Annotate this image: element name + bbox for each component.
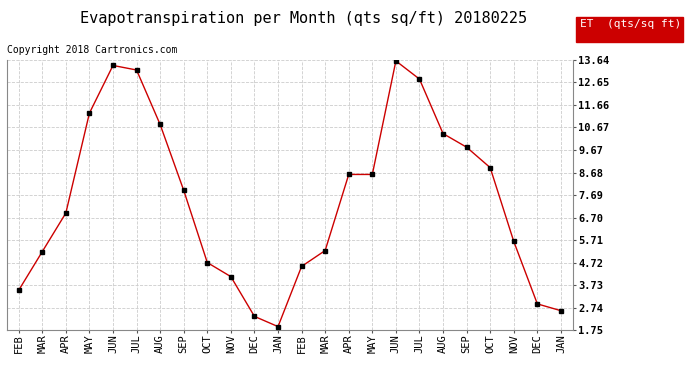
Text: ET  (qts/sq ft): ET (qts/sq ft)	[580, 19, 681, 29]
Text: Copyright 2018 Cartronics.com: Copyright 2018 Cartronics.com	[7, 45, 177, 55]
Text: Evapotranspiration per Month (qts sq/ft) 20180225: Evapotranspiration per Month (qts sq/ft)…	[80, 11, 527, 26]
